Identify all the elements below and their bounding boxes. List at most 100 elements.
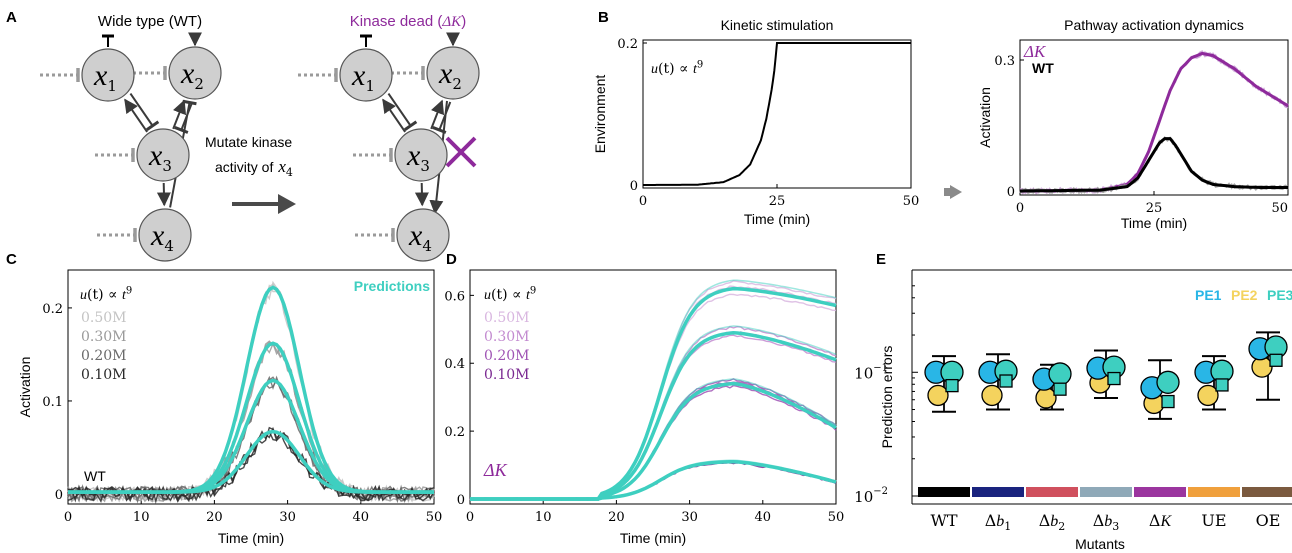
mutant-color-bar [1080,487,1132,497]
marker-pe3-square [999,374,1013,388]
replicate-line [1019,51,1289,195]
corner-label: WT [84,468,106,484]
x-tick-label: Δb3 [1093,511,1120,533]
x-axis-label: Time (min) [218,530,284,546]
inhibition-line [387,92,412,127]
mutant-color-bar [1134,487,1186,497]
activation-arrow [172,99,187,130]
x-tick-label: WT [930,511,957,530]
node-label-x3: x3 [148,139,172,175]
node-label-x2: x2 [180,57,204,93]
panel-letter-b: B [598,9,609,26]
mutant-color-bar [1026,487,1078,497]
inhibition-bar [174,126,189,134]
y-tick-label: 0.2 [444,425,465,440]
x-tick-label: 30 [279,510,296,525]
x-tick-label: OE [1256,511,1281,530]
activation-arrow [382,98,406,133]
legend-formula: u(t) ∝ t9 [484,285,536,303]
wt-title: Wide type (WT) [98,13,202,30]
x-tick-label: 30 [681,510,698,525]
x-tick-label: 20 [206,510,223,525]
x-tick-label: 50 [426,510,443,525]
stimulus-formula: u(t) ∝ t9 [651,59,703,77]
node-label-x3: x3 [406,139,430,175]
inhibition-line [129,92,154,127]
marker-pe2 [927,384,949,407]
x-tick-label: 50 [828,510,845,525]
replicate-line [1019,136,1289,195]
predictions-label: Predictions [354,278,430,294]
prediction-band [470,459,837,500]
mutant-color-bar [918,487,970,497]
corner-label: ΔK [483,460,508,480]
y-tick-label: 0 [55,488,63,503]
x-tick-label: Δb2 [1039,511,1066,533]
mutate-text-line2: activity of x4 [215,157,293,179]
x-tick-label: 40 [353,510,370,525]
node-x2 [426,46,480,100]
y-tick-label: 0.4 [444,357,465,372]
marker-pe2 [1035,387,1057,409]
y-axis-label: Activation [977,87,993,148]
legend-entry: PE3 [1267,287,1292,303]
x-tick-label: 0 [1016,201,1024,216]
panel-letter-d: D [446,251,457,268]
x-tick-label: 50 [1271,201,1288,216]
chart-dk-activation: Time (min) 0 10 20 30 40 50 0 0.2 0.4 0.6 u(t) ∝ t9… [444,269,845,546]
y-tick-label: 0.3 [994,54,1015,69]
node-label-x4: x4 [150,219,174,255]
node-label-x2: x2 [438,57,462,93]
network-diagrams: Wide type (WT) Kinase dead (ΔK) x1 x2 x3 x4… [40,13,480,262]
legend-entry: 0.50M [81,310,127,326]
series-line-dk [1020,51,1289,193]
stimulus-line [643,42,911,186]
replicate-line [1019,50,1289,195]
y-axis-label: Prediction errors [879,346,895,449]
node-label-x4: x4 [408,219,432,255]
x-axis-label: Time (min) [620,530,686,546]
arrow-right-icon-stem [944,188,952,196]
kd-title: Kinase dead (ΔK) [350,13,466,30]
inhibition-bar [145,120,160,131]
chart-wt-activation: Time (min) Activation 0 10 20 30 40 50 0 0.1 0.2 Pr… [17,269,443,546]
y-tick-label: 0 [1007,185,1015,200]
panel-letter-e: E [876,251,886,268]
y-tick-label: 0.6 [444,289,465,304]
inhibition-bar [403,120,418,131]
node-label-x1: x1 [351,59,375,95]
activation-arrow [414,182,429,207]
marker-pe3 [1156,370,1180,394]
legend-entry: 0.50M [484,310,530,326]
node-x3 [394,128,448,182]
x-tick-label: 25 [769,194,786,209]
mutant-color-bar [1242,487,1292,497]
legend-dk: ΔK [1023,42,1047,61]
x-axis-label: Mutants [1075,536,1125,552]
marker-pe3 [1048,362,1072,386]
marker-pe3-square [1053,382,1067,396]
node-x1 [339,48,393,102]
activation-arrow [156,182,171,207]
y-tick-label: 0.2 [617,37,638,52]
y-tick-label: 0.1 [42,395,63,410]
x-axis-label: Time (min) [1121,215,1187,231]
cross-mark-icon [445,136,477,168]
chart-kinetic-stimulation: Kinetic stimulation Time (min) Environment… [592,17,919,227]
mutant-color-bar [1188,487,1240,497]
y-axis-label: Activation [17,357,33,418]
marker-pe3-square [1215,378,1229,392]
x-tick-label: 50 [903,194,920,209]
node-x2 [168,46,222,100]
y-axis-label: Environment [592,75,608,154]
chart-title: Kinetic stimulation [721,17,834,33]
prediction-line [470,459,837,501]
marker-pe3-square [1161,394,1175,409]
legend-wt: WT [1032,60,1054,76]
axes-frame [1019,39,1289,196]
axes-frame [469,269,837,505]
prediction-line [68,429,434,494]
node-x3 [136,128,190,182]
